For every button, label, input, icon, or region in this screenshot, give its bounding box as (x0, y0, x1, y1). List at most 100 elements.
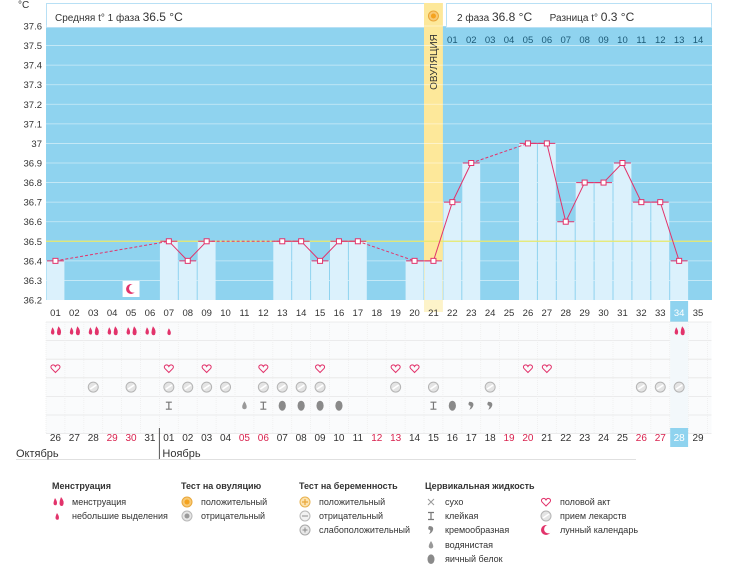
legend-menstruation-title: Менструация (52, 481, 111, 491)
luteal-day-label: 08 (579, 35, 590, 46)
pill-icon (673, 381, 685, 393)
pill-icon (163, 381, 175, 393)
pill-icon (295, 381, 307, 393)
calendar-date-label: 19 (503, 433, 515, 444)
trend-segment (659, 201, 680, 262)
temperature-bar (424, 260, 443, 300)
heart-icon (390, 364, 401, 374)
phase2-label: 2 фаза (457, 13, 490, 24)
calendar-date-label: 26 (636, 433, 648, 444)
cycle-day-label: 14 (296, 308, 307, 319)
ovulation-label: ОВУЛЯЦИЯ (429, 34, 440, 90)
menstruation-drops-icon (107, 326, 118, 336)
temp-point (581, 179, 588, 186)
calendar-date-label: 27 (69, 433, 81, 444)
pregnancy-positive-icon (299, 496, 313, 508)
temp-point (657, 199, 664, 206)
menstruation-drops-icon (69, 326, 81, 336)
calendar-date-label: 29 (107, 433, 119, 444)
cycle-day-label: 31 (617, 308, 628, 319)
cycle-day-label: 16 (334, 308, 345, 319)
calendar-date-label: 16 (447, 433, 459, 444)
luteal-day-label: 03 (485, 35, 496, 46)
diff-value: 0.3 °C (600, 10, 635, 24)
pill-icon (220, 381, 232, 393)
highlight-day-column (670, 322, 689, 434)
pill-icon (540, 510, 554, 522)
cycle-day-label: 30 (598, 308, 609, 319)
temp-point (298, 238, 305, 245)
menstruation-drops-icon (88, 326, 99, 336)
eggwhite-icon (335, 400, 343, 411)
eggwhite-icon (425, 553, 439, 565)
temp-point (449, 199, 456, 206)
temp-point (411, 257, 418, 264)
cycle-day-label: 08 (182, 308, 193, 319)
temperature-bar (197, 241, 216, 300)
pill-icon (635, 381, 647, 393)
cycle-day-label: 35 (693, 308, 704, 319)
legend-pregnancy-test: Тест на беременность положительный отриц… (299, 481, 410, 538)
creamy-icon (487, 401, 493, 410)
temp-point (600, 179, 607, 186)
temperature-bar (632, 202, 651, 300)
cycle-day-label: 12 (258, 308, 269, 319)
menstruation-drops-icon (126, 326, 137, 336)
trend-segment (168, 240, 189, 262)
legend-item-ovulation-negative: отрицательный (201, 511, 266, 522)
temperature-bar (651, 202, 670, 300)
calendar-date-label: 20 (522, 433, 534, 444)
unit-label: °C (18, 0, 30, 11)
y-tick-label: 36.9 (24, 159, 43, 170)
y-tick-label: 36.6 (24, 217, 43, 228)
heart-icon (201, 364, 212, 374)
menstruation-drops-icon (674, 326, 685, 336)
heart-icon (522, 364, 534, 374)
cycle-day-label: 22 (447, 308, 458, 319)
pill-icon (276, 381, 288, 393)
calendar-date-label: 30 (125, 433, 137, 444)
cycle-day-label: 23 (466, 308, 477, 319)
temperature-bar (330, 241, 348, 300)
calendar-date-label: 06 (258, 433, 270, 444)
legend-item-eggwhite: яичный белок (445, 553, 503, 564)
pregnancy-negative-icon (299, 510, 313, 522)
menstruation-drops-icon (145, 326, 156, 336)
trend-segment (603, 162, 623, 183)
calendar-date-label: 10 (333, 433, 345, 444)
cycle-day-label: 04 (107, 308, 118, 319)
temp-point (562, 218, 569, 225)
temp-point (430, 257, 437, 264)
ovulation-positive-icon (181, 496, 195, 508)
legend-item-moon: лунный календарь (560, 525, 639, 536)
light-bleeding-icon (52, 510, 66, 522)
trend-segment (451, 162, 472, 203)
calendar-date-label: 14 (409, 433, 421, 444)
cycle-day-label: 33 (655, 308, 666, 319)
calendar-date-label: 21 (541, 433, 553, 444)
pill-icon (314, 381, 326, 393)
legend-item-creamy: кремообразная (445, 525, 510, 536)
luteal-day-label: 04 (504, 35, 515, 46)
phase1-box (46, 3, 428, 28)
y-tick-label: 37.6 (24, 22, 43, 33)
cycle-day-label: 09 (201, 308, 212, 319)
calendar-date-label: 13 (390, 433, 402, 444)
phase1-label: Средняя t° 1 фаза (55, 13, 140, 24)
cycle-day-label: 32 (636, 308, 647, 319)
calendar-date-label: 29 (692, 433, 704, 444)
legend-item-sticky: клейкая (445, 511, 479, 522)
temp-point (638, 199, 645, 206)
calendar-date-label: 05 (239, 433, 251, 444)
y-tick-label: 37.5 (24, 41, 43, 52)
cycle-day-label: 01 (50, 308, 61, 319)
luteal-day-label: 11 (636, 35, 646, 46)
legend-item-medication: прием лекарств (560, 511, 627, 522)
temperature-bar (613, 163, 632, 300)
cycle-day-label: 17 (353, 308, 364, 319)
menstruation-drops-icon (52, 496, 66, 508)
creamy-icon (425, 524, 439, 536)
temp-point (279, 238, 286, 245)
trend-segment (432, 201, 453, 262)
creamy-icon (468, 401, 474, 410)
